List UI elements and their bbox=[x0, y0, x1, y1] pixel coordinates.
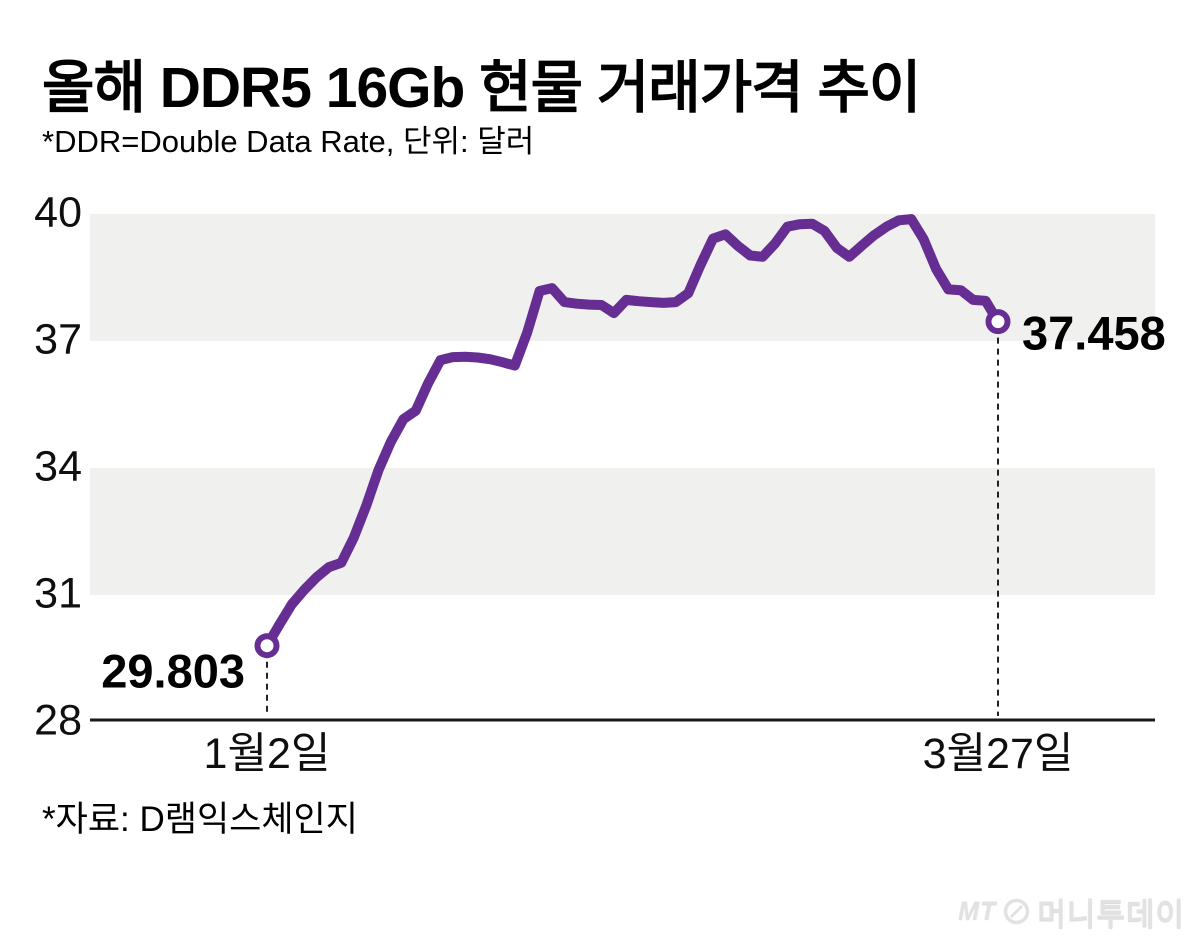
page-title: 올해 DDR5 16Gb 현물 거래가격 추이 bbox=[42, 56, 921, 120]
chart-subtitle: *DDR=Double Data Rate, 단위: 달러 bbox=[42, 124, 535, 159]
end-value-label: 37.458 bbox=[1022, 306, 1166, 360]
source-note: *자료: D램익스체인지 bbox=[42, 800, 358, 839]
start-point-marker bbox=[254, 633, 280, 659]
moneytoday-logo: MT 머니투데이 bbox=[958, 893, 1185, 932]
grid-band-40-37 bbox=[90, 214, 1155, 341]
x-tick-mar27: 3월27일 bbox=[922, 730, 1074, 778]
logo-name-text: 머니투데이 bbox=[1037, 896, 1185, 932]
y-tick-34: 34 bbox=[34, 442, 82, 491]
logo-mt-text: MT bbox=[958, 896, 997, 925]
y-tick-31: 31 bbox=[34, 569, 82, 618]
y-tick-28: 28 bbox=[34, 696, 82, 745]
start-value-label: 29.803 bbox=[101, 644, 245, 698]
grid-band-34-31 bbox=[90, 468, 1155, 595]
x-tick-jan2: 1월2일 bbox=[203, 730, 331, 778]
moneytoday-circle-icon bbox=[1004, 898, 1030, 924]
price-line-series bbox=[262, 214, 1003, 651]
y-tick-37: 37 bbox=[34, 315, 82, 364]
y-tick-40: 40 bbox=[34, 188, 82, 237]
end-point-marker bbox=[985, 309, 1011, 335]
